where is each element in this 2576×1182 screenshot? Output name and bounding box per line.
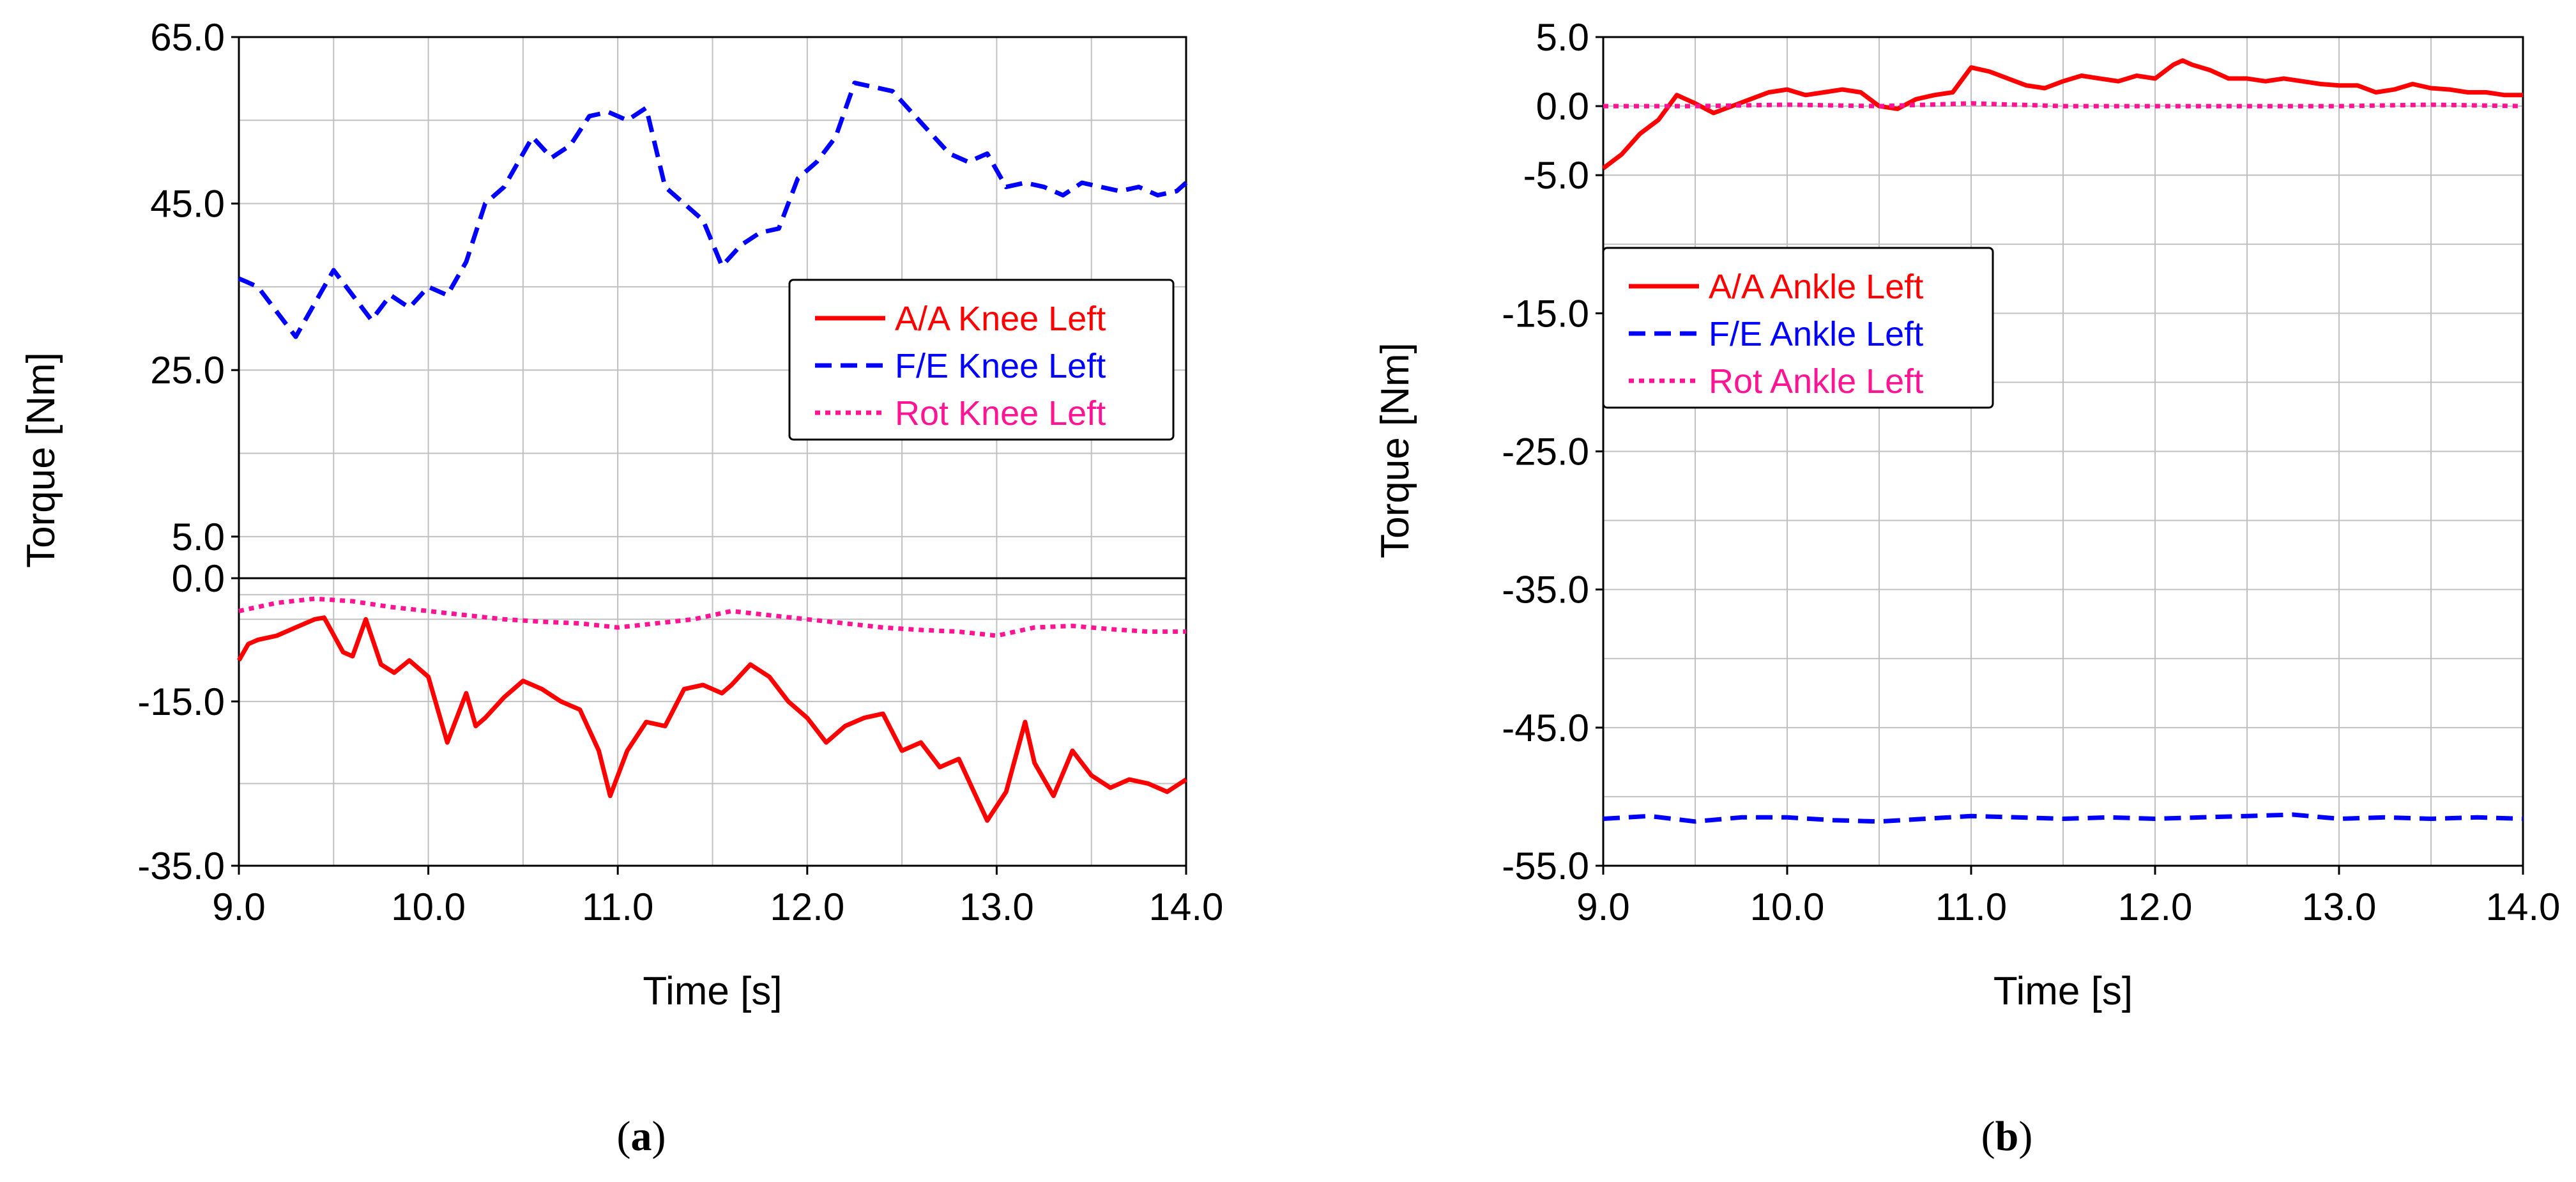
y-tick-label: -35.0 xyxy=(1502,569,1589,611)
x-tick-label: 14.0 xyxy=(1149,886,1224,928)
legend-label-0: A/A Knee Left xyxy=(895,300,1106,338)
x-tick-label: 11.0 xyxy=(582,886,653,928)
y-tick-label: -15.0 xyxy=(137,680,225,723)
panel-caption: (a) xyxy=(617,1113,666,1160)
x-axis-title: Time [s] xyxy=(643,969,782,1013)
series-line-a-a-knee-left xyxy=(236,615,1187,823)
chart-b: -55.0 -45.0 -35.0 -25.0 -15.0 -5.0 0.0 5.0 9.0 10… xyxy=(1373,16,2560,1160)
x-tick-label: 10.0 xyxy=(1750,886,1825,928)
caption-close: ) xyxy=(652,1113,666,1160)
x-tick-label: 12.0 xyxy=(2118,886,2193,928)
y-tick-label: -15.0 xyxy=(1502,292,1589,335)
y-axis-title: Torque [Nm] xyxy=(1373,342,1417,558)
legend-label-2: Rot Knee Left xyxy=(895,394,1106,433)
legend-label-2: Rot Ankle Left xyxy=(1709,362,1923,401)
legend-box xyxy=(788,279,1175,441)
grid-lines xyxy=(1603,36,2524,866)
y-tick-label: -5.0 xyxy=(1523,154,1589,197)
legend-label-0: A/A Ankle Left xyxy=(1709,268,1923,306)
y-tick-label: 65.0 xyxy=(150,16,225,59)
series-line-f-e-knee-left xyxy=(238,81,1188,339)
y-tick-label: 0.0 xyxy=(172,557,225,600)
y-tick-label: 5.0 xyxy=(1536,16,1589,59)
x-tick-label: 9.0 xyxy=(1576,886,1629,928)
y-tick-label: -35.0 xyxy=(137,845,225,887)
panel-caption: (b) xyxy=(1981,1113,2033,1160)
grid-lines xyxy=(238,36,1187,866)
x-tick-label: 10.0 xyxy=(391,886,466,928)
x-tick-label: 9.0 xyxy=(212,886,265,928)
y-tick-label: 0.0 xyxy=(1536,85,1589,128)
legend-label-1: F/E Knee Left xyxy=(895,347,1106,385)
x-tick-label: 12.0 xyxy=(770,886,844,928)
y-tick-label: -45.0 xyxy=(1502,707,1589,749)
x-tick-label: 13.0 xyxy=(2302,886,2377,928)
caption-close: ) xyxy=(2018,1113,2032,1160)
caption-open: ( xyxy=(617,1113,631,1160)
y-tick-label: 5.0 xyxy=(172,516,225,558)
legend-label-1: F/E Ankle Left xyxy=(1709,315,1923,353)
y-tick-label: -55.0 xyxy=(1502,845,1589,887)
series-line-rot-ankle-left xyxy=(1603,101,2524,109)
series-line-f-e-ankle-left xyxy=(1603,812,2524,824)
y-tick-label: 25.0 xyxy=(150,349,225,392)
caption-letter: b xyxy=(1995,1113,2019,1160)
series-group xyxy=(1601,58,2524,824)
caption-open: ( xyxy=(1981,1113,1995,1160)
series-group xyxy=(236,81,1188,823)
series-line-a-a-ankle-left xyxy=(1601,58,2523,171)
x-tick-label: 14.0 xyxy=(2486,886,2561,928)
x-tick-label: 11.0 xyxy=(1935,886,2007,928)
plot-frame xyxy=(238,36,1187,867)
y-tick-label: 45.0 xyxy=(150,183,225,226)
x-axis-title: Time [s] xyxy=(1993,969,2133,1013)
legend-box xyxy=(1602,247,1994,409)
caption-letter: a xyxy=(631,1113,652,1160)
y-tick-label: -25.0 xyxy=(1502,431,1589,473)
x-tick-label: 13.0 xyxy=(959,886,1034,928)
chart-a: 5.0 25.0 45.0 65.0 -35.0 -15.0 0.0 9.0 10.0 11.0 1… xyxy=(19,16,1223,1160)
y-axis-title: Torque [Nm] xyxy=(19,352,63,568)
